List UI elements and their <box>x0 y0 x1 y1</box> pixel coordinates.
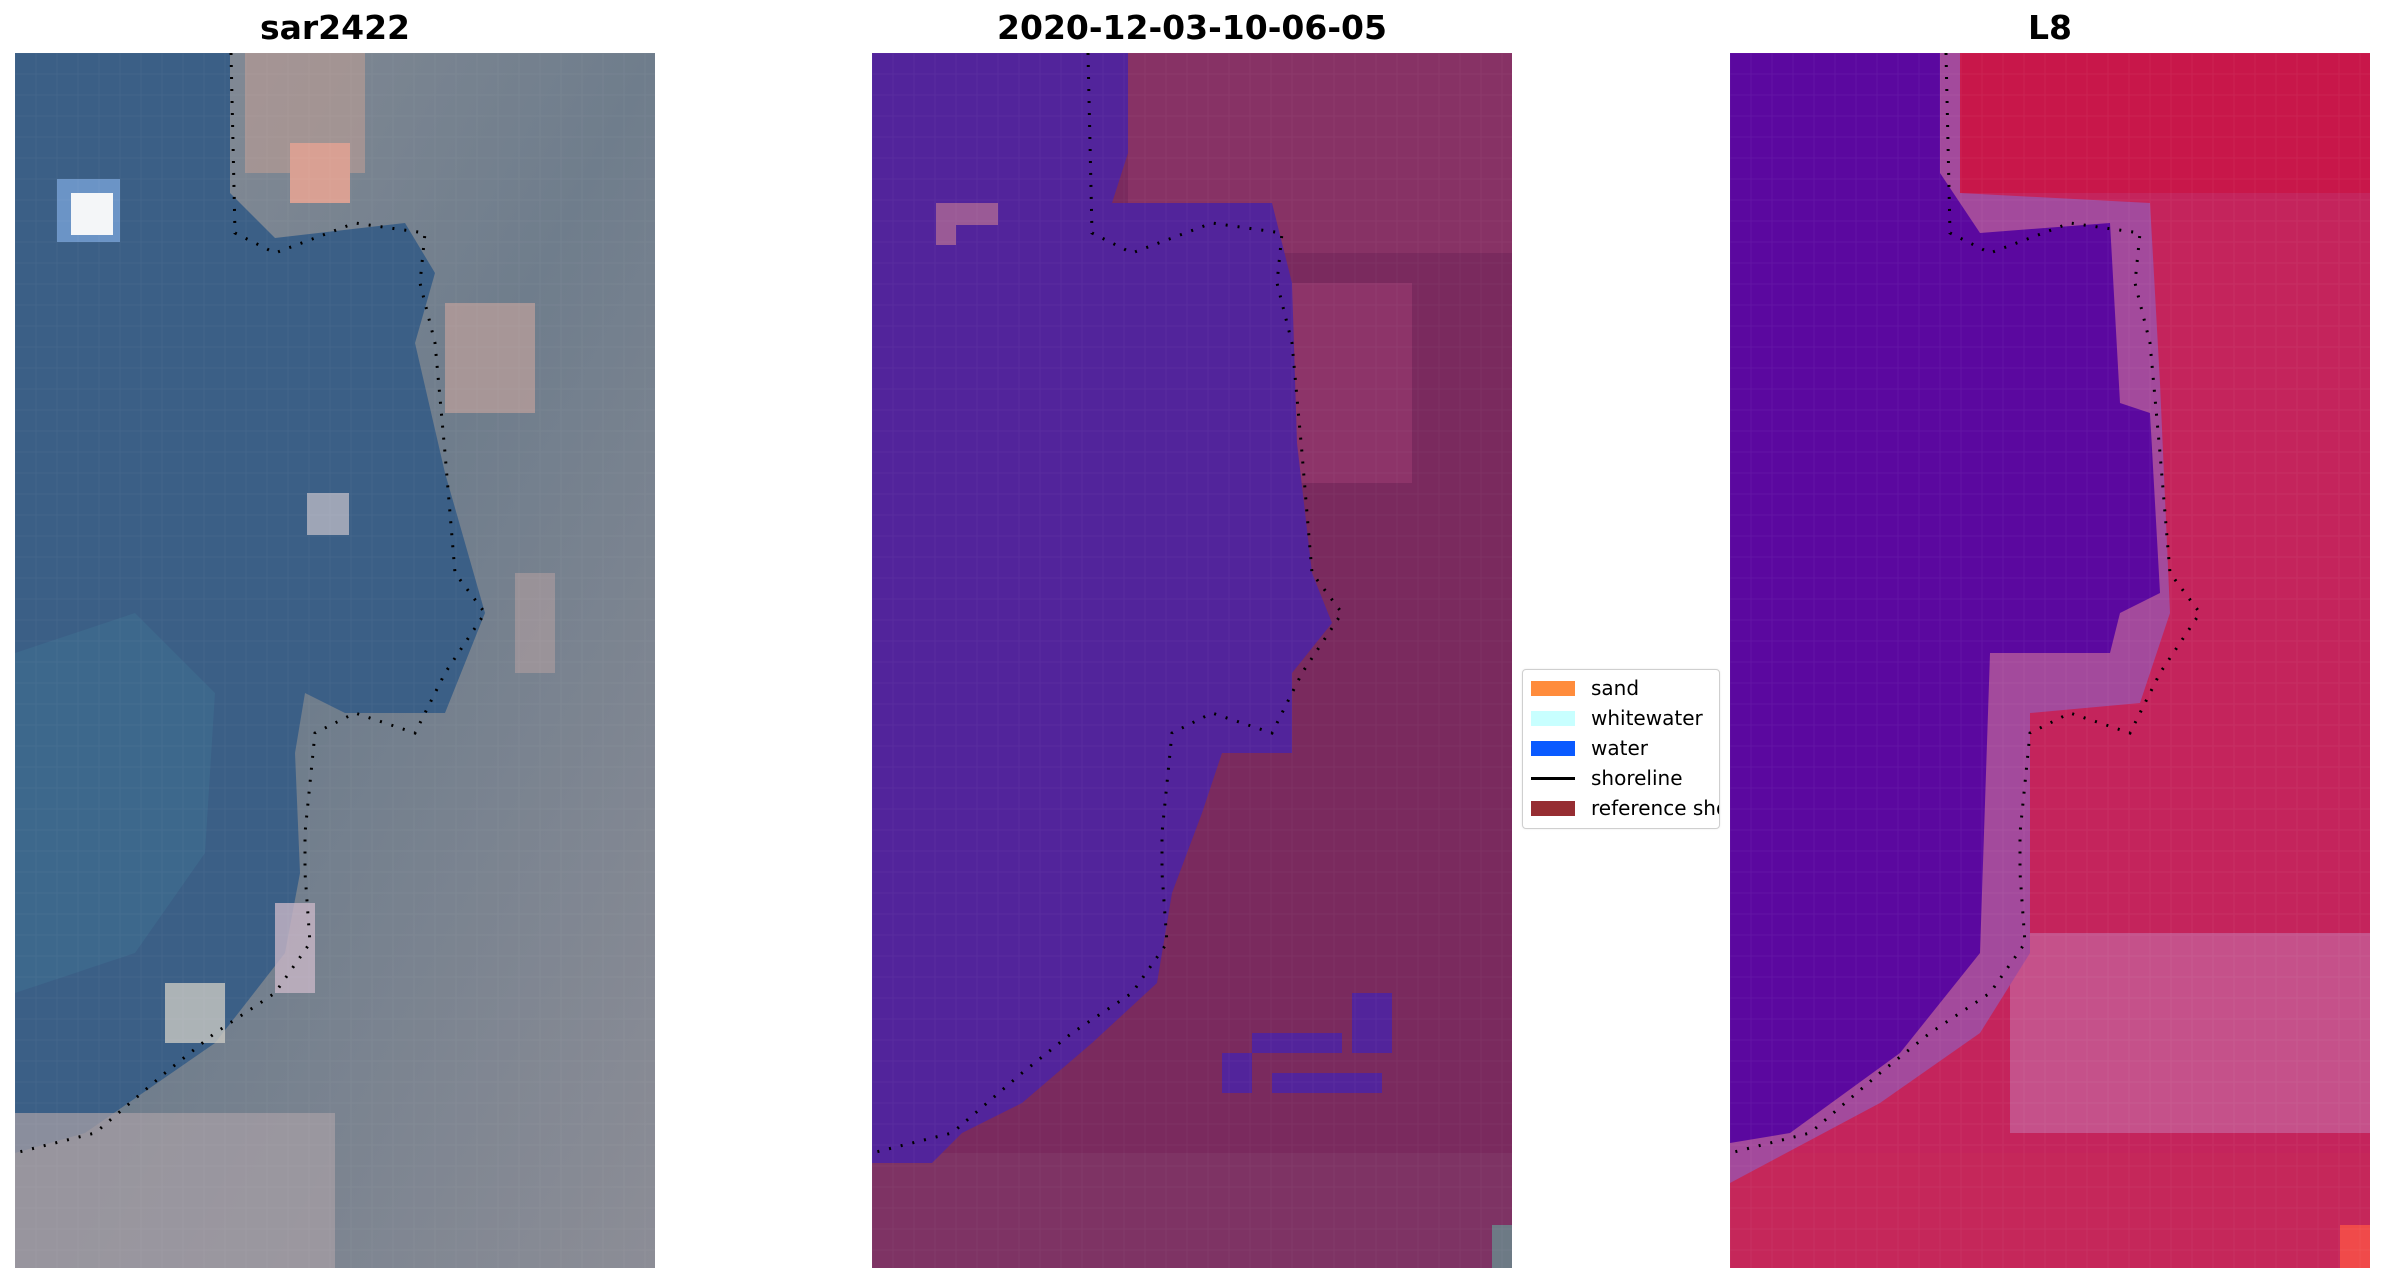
reference-shoreline-swatch <box>1531 800 1575 816</box>
shoreline-line-swatch <box>1531 776 1575 780</box>
legend-label: whitewater <box>1591 706 1703 730</box>
legend-item-reference-shoreline: reference shoreline <box>1531 794 1719 822</box>
panel-title-l8: L8 <box>2028 8 2072 47</box>
whitewater-swatch <box>1531 710 1575 726</box>
legend-item-whitewater: whitewater <box>1531 704 1703 732</box>
panel-title-rgb: sar2422 <box>259 8 411 47</box>
legend-item-shoreline: shoreline <box>1531 764 1683 792</box>
legend-label: shoreline <box>1591 766 1683 790</box>
legend-label: reference shoreline <box>1591 796 1719 820</box>
index-image <box>1730 53 2370 1268</box>
rgb-image-panel <box>15 53 655 1268</box>
rgb-satellite-image <box>15 53 655 1268</box>
legend: sand whitewater water shoreline referenc… <box>1522 669 1720 829</box>
sand-swatch <box>1531 680 1575 696</box>
legend-label: sand <box>1591 676 1640 700</box>
classified-image <box>872 53 1512 1268</box>
ndwi-image-panel <box>1730 53 2370 1268</box>
legend-label: water <box>1591 736 1648 760</box>
legend-item-water: water <box>1531 734 1648 762</box>
panel-title-classified: 2020-12-03-10-06-05 <box>997 8 1387 47</box>
water-swatch <box>1531 740 1575 756</box>
classified-image-panel <box>872 53 1512 1268</box>
legend-item-sand: sand <box>1531 674 1639 702</box>
